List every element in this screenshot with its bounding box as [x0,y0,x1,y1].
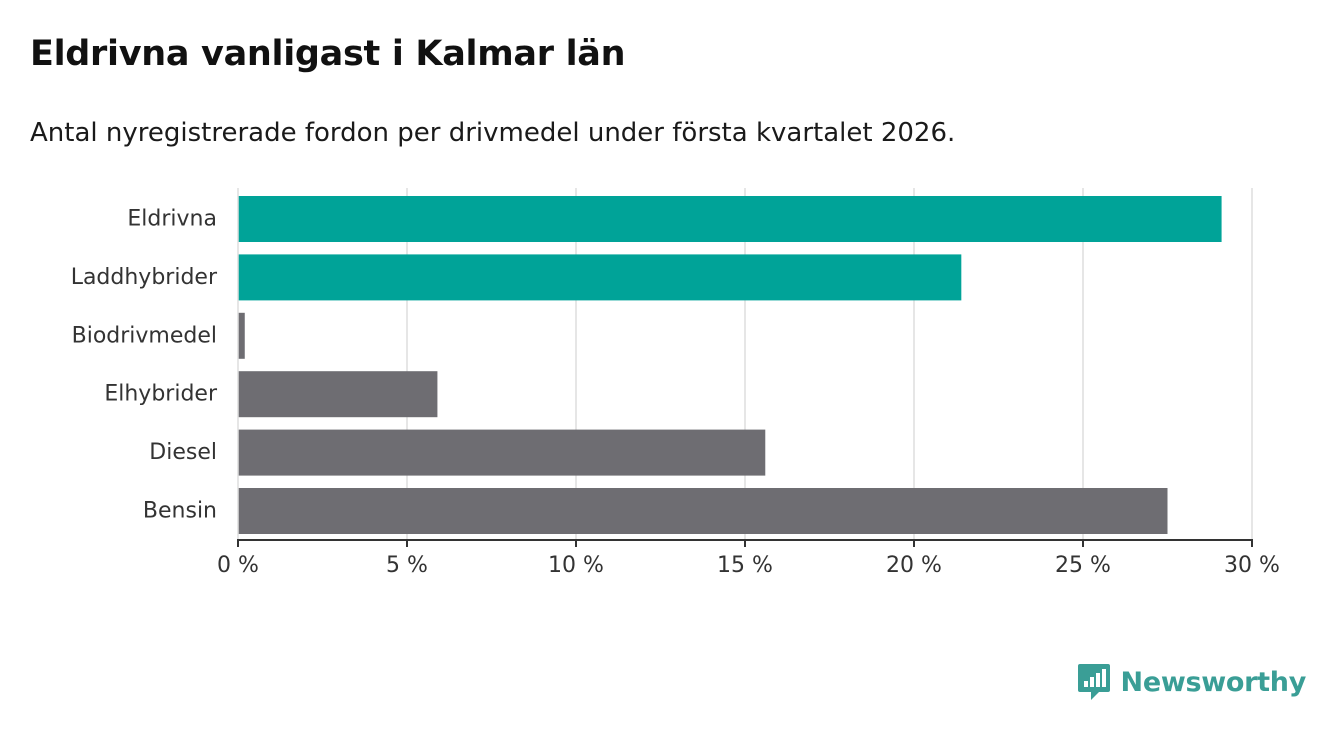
brand-name: Newsworthy [1120,666,1307,698]
newsworthy-logo-icon [1077,664,1110,700]
x-tick-label: 25 % [1055,553,1111,578]
bar-bensin [238,488,1168,534]
x-tick-label: 20 % [886,553,942,578]
category-label: Diesel [149,440,217,465]
bar-diesel [238,429,766,476]
x-tick-label: 30 % [1224,553,1280,578]
category-label: Laddhybrider [71,265,218,290]
bar-laddhybrider [238,254,962,301]
category-labels: Eldrivna Laddhybrider Biodrivmedel Elhybrid… [71,207,218,524]
bar-elhybrider [238,371,438,418]
category-label: Bensin [143,499,217,524]
x-tick-label: 10 % [548,553,604,578]
category-label: Elhybrider [104,382,218,407]
x-tick-label: 5 % [386,553,428,578]
bar-biodrivmedel [238,312,245,359]
bar-eldrivna [238,196,1222,242]
chart-subtitle: Antal nyregistrerade fordon per drivmede… [30,118,956,148]
newsworthy-brand: Newsworthy [1077,662,1306,702]
x-axis: 0 % 5 % 10 % 15 % 20 % 25 % 30 % [217,188,1280,578]
category-label: Eldrivna [127,207,217,232]
x-tick-label: 15 % [717,553,773,578]
x-tick-label: 0 % [217,553,259,578]
bars [238,196,1222,534]
chart-title: Eldrivna vanligast i Kalmar län [30,34,626,74]
grid-lines [406,188,1253,540]
category-label: Biodrivmedel [72,323,217,348]
